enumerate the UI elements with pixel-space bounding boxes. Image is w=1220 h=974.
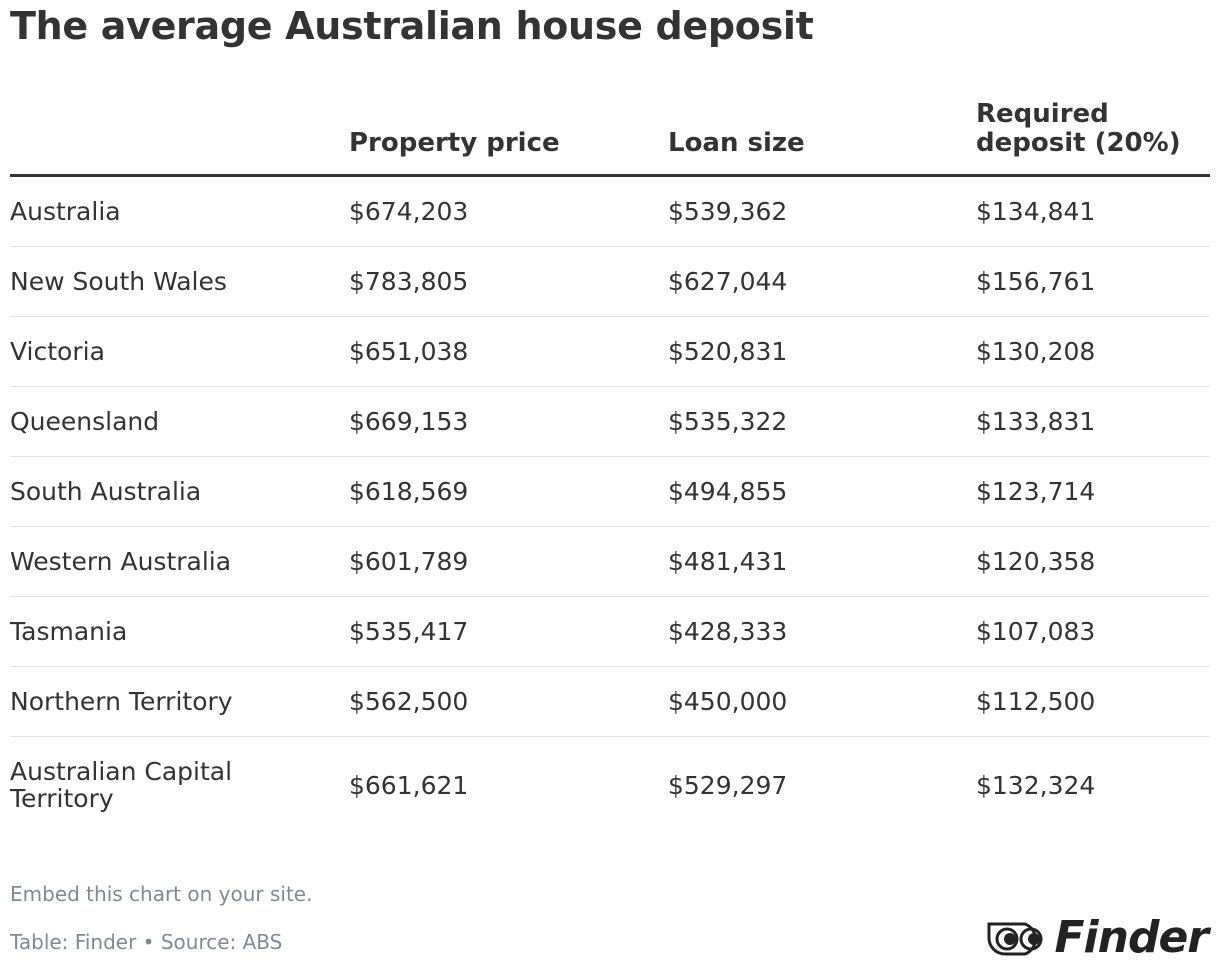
logo: Finder bbox=[985, 912, 1209, 963]
value-cell: $535,417 bbox=[349, 596, 668, 667]
row-label: Australia bbox=[10, 197, 121, 226]
value-cell: $134,841 bbox=[976, 175, 1210, 247]
cell-value: $669,153 bbox=[349, 407, 469, 436]
cell-value: $601,789 bbox=[349, 547, 469, 576]
value-cell: $520,831 bbox=[668, 316, 976, 387]
row-label: South Australia bbox=[10, 477, 202, 506]
cell-value: $520,831 bbox=[668, 337, 788, 366]
row-label: New South Wales bbox=[10, 267, 227, 296]
embed-link[interactable]: Embed this chart on your site. bbox=[10, 882, 313, 906]
cell-value: $107,083 bbox=[976, 617, 1096, 646]
logo-text: Finder bbox=[1054, 912, 1209, 963]
cell-value: $134,841 bbox=[976, 197, 1096, 226]
cell-value: $132,324 bbox=[976, 770, 1096, 800]
row-label-cell: Northern Territory bbox=[10, 666, 349, 737]
table-row: Australian Capital Territory $661,621 $529… bbox=[10, 737, 1210, 834]
row-label-cell: Queensland bbox=[10, 386, 349, 457]
value-cell: $112,500 bbox=[976, 666, 1210, 737]
cell-value: $651,038 bbox=[349, 337, 469, 366]
row-label-cell: New South Wales bbox=[10, 246, 349, 317]
cell-value: $674,203 bbox=[349, 197, 469, 226]
row-label: Queensland bbox=[10, 407, 160, 436]
cell-value: $156,761 bbox=[976, 267, 1096, 296]
table-row: Northern Territory $562,500 $450,000 $112,5… bbox=[10, 666, 1210, 737]
cell-value: $661,621 bbox=[349, 770, 469, 800]
table-row: Queensland $669,153 $535,322 $133,831 bbox=[10, 386, 1210, 457]
header-cell: Property price bbox=[349, 100, 668, 177]
value-cell: $132,324 bbox=[976, 737, 1210, 834]
cell-value: $535,417 bbox=[349, 617, 469, 646]
value-cell: $783,805 bbox=[349, 246, 668, 317]
header-label: Property price bbox=[349, 128, 560, 158]
cell-value: $428,333 bbox=[668, 617, 788, 646]
table-row: Victoria $651,038 $520,831 $130,208 bbox=[10, 316, 1210, 387]
cell-value: $130,208 bbox=[976, 337, 1096, 366]
cell-value: $618,569 bbox=[349, 477, 469, 506]
value-cell: $481,431 bbox=[668, 526, 976, 597]
cell-value: $133,831 bbox=[976, 407, 1096, 436]
cell-value: $123,714 bbox=[976, 477, 1096, 506]
cell-value: $494,855 bbox=[668, 477, 788, 506]
header-row: Property price Loan size Required deposit … bbox=[10, 99, 1210, 177]
value-cell: $529,297 bbox=[668, 737, 976, 834]
value-cell: $123,714 bbox=[976, 456, 1210, 527]
header-label: Loan size bbox=[668, 128, 805, 158]
table-row: Western Australia $601,789 $481,431 $120,35… bbox=[10, 526, 1210, 597]
cell-value: $627,044 bbox=[668, 267, 788, 296]
value-cell: $669,153 bbox=[349, 386, 668, 457]
row-label-cell: Australia bbox=[10, 175, 349, 247]
cell-value: $562,500 bbox=[349, 687, 469, 716]
cell-value: $481,431 bbox=[668, 547, 788, 576]
value-cell: $627,044 bbox=[668, 246, 976, 317]
table: Property price Loan size Required deposit … bbox=[10, 100, 1210, 833]
row-label: Victoria bbox=[10, 337, 105, 366]
value-cell: $539,362 bbox=[668, 175, 976, 247]
value-cell: $450,000 bbox=[668, 666, 976, 737]
value-cell: $651,038 bbox=[349, 316, 668, 387]
cell-value: $535,322 bbox=[668, 407, 788, 436]
table-row: Australia $674,203 $539,362 $134,841 bbox=[10, 175, 1210, 247]
row-label-cell: South Australia bbox=[10, 456, 349, 527]
value-cell: $562,500 bbox=[349, 666, 668, 737]
header-label: Required deposit (20%) bbox=[976, 99, 1181, 158]
cell-value: $539,362 bbox=[668, 197, 788, 226]
row-label-cell: Western Australia bbox=[10, 526, 349, 597]
value-cell: $130,208 bbox=[976, 316, 1210, 387]
value-cell: $494,855 bbox=[668, 456, 976, 527]
value-cell: $107,083 bbox=[976, 596, 1210, 667]
value-cell: $535,322 bbox=[668, 386, 976, 457]
header-cell: Required deposit (20%) bbox=[976, 99, 1210, 177]
table-body: Australia $674,203 $539,362 $134,841 New Sou… bbox=[10, 175, 1210, 834]
value-cell: $674,203 bbox=[349, 175, 668, 247]
cell-value: $112,500 bbox=[976, 687, 1096, 716]
value-cell: $428,333 bbox=[668, 596, 976, 667]
cell-value: $529,297 bbox=[668, 770, 788, 800]
table-row: South Australia $618,569 $494,855 $123,714 bbox=[10, 456, 1210, 527]
value-cell: $156,761 bbox=[976, 246, 1210, 317]
row-label-cell: Australian Capital Territory bbox=[10, 737, 349, 834]
cell-value: $450,000 bbox=[668, 687, 788, 716]
value-cell: $601,789 bbox=[349, 526, 668, 597]
table-row: Tasmania $535,417 $428,333 $107,083 bbox=[10, 596, 1210, 667]
title: The average Australian house deposit bbox=[10, 4, 814, 48]
header-cell bbox=[10, 100, 349, 177]
row-label: Tasmania bbox=[10, 617, 128, 646]
table-row: New South Wales $783,805 $627,044 $156,761 bbox=[10, 246, 1210, 317]
row-label: Australian Capital Territory bbox=[10, 757, 233, 813]
cell-value: $120,358 bbox=[976, 547, 1096, 576]
source-note: Table: Finder • Source: ABS bbox=[10, 930, 283, 954]
row-label-cell: Tasmania bbox=[10, 596, 349, 667]
header-cell: Loan size bbox=[668, 100, 976, 177]
value-cell: $133,831 bbox=[976, 386, 1210, 457]
row-label: Western Australia bbox=[10, 547, 232, 576]
cell-value: $783,805 bbox=[349, 267, 469, 296]
logo-icon bbox=[987, 922, 1042, 955]
row-label-cell: Victoria bbox=[10, 316, 349, 387]
value-cell: $618,569 bbox=[349, 456, 668, 527]
value-cell: $661,621 bbox=[349, 737, 668, 834]
value-cell: $120,358 bbox=[976, 526, 1210, 597]
row-label: Northern Territory bbox=[10, 687, 233, 716]
